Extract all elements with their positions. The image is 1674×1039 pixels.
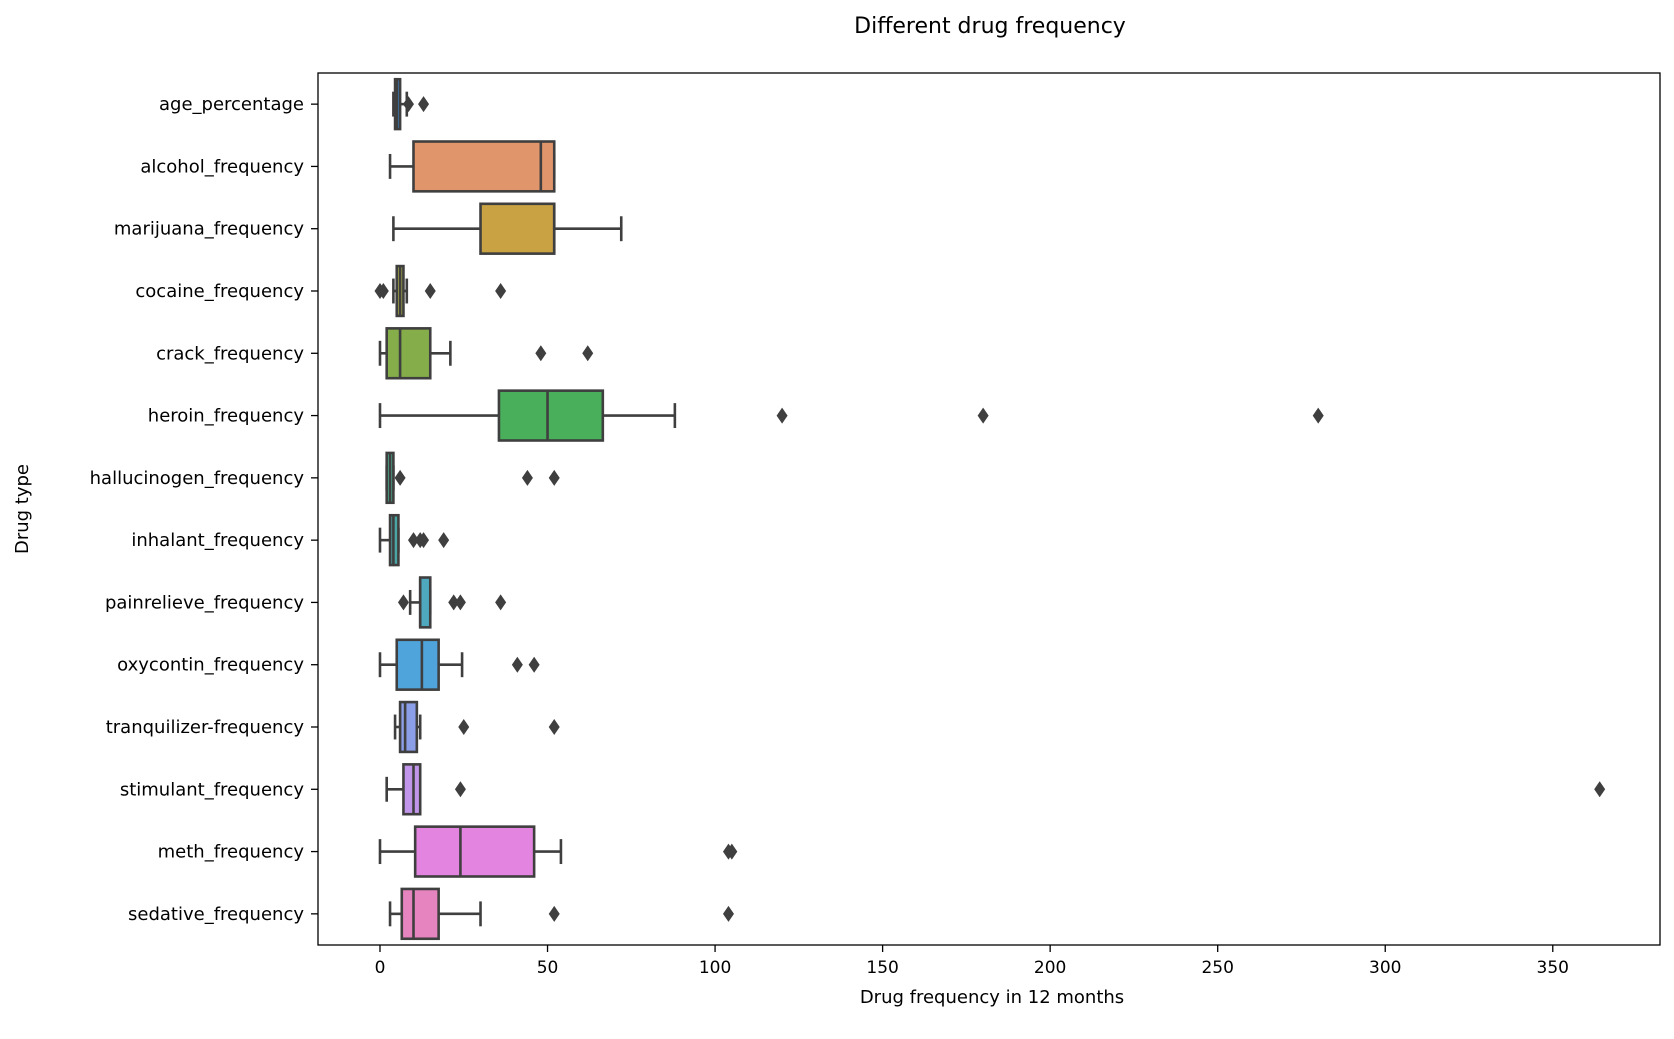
x-tick-label: 300 — [1369, 958, 1401, 978]
outlier-point — [454, 781, 466, 798]
outlier-point — [548, 719, 560, 735]
x-axis: 0 50 100 150 200 250 300 350 — [375, 945, 1569, 978]
y-tick-label: alcohol_frequency — [140, 156, 304, 177]
x-tick-label: 350 — [1537, 958, 1569, 978]
y-tick-label: age_percentage — [159, 94, 304, 115]
chart-marks — [374, 77, 1606, 941]
box-heroin_frequency — [378, 389, 1324, 442]
y-tick-label: hallucinogen_frequency — [90, 468, 305, 489]
box-iqr — [413, 825, 536, 878]
outlier-point — [402, 96, 414, 113]
outlier-point — [495, 594, 507, 611]
outlier-point — [535, 345, 547, 362]
outlier-point — [454, 594, 466, 611]
x-tick-label: 250 — [1201, 958, 1233, 978]
outlier-point — [438, 532, 450, 549]
outlier-point — [722, 905, 734, 922]
y-tick-label: painrelieve_frequency — [105, 592, 304, 613]
y-tick-label: oxycontin_frequency — [117, 655, 304, 676]
box-stimulant_frequency — [385, 763, 1606, 816]
chart-title: Different drug frequency — [854, 14, 1126, 39]
outlier-point — [377, 283, 389, 299]
y-tick-label: stimulant_frequency — [120, 779, 305, 800]
box-inhalant_frequency — [378, 513, 450, 567]
outlier-point — [977, 407, 989, 424]
y-tick-label: cocaine_frequency — [135, 281, 304, 302]
y-tick-label: tranquilizer-frequency — [106, 717, 305, 738]
box-iqr — [418, 576, 432, 629]
outlier-point — [495, 283, 507, 299]
box-crack_frequency — [378, 327, 594, 380]
outlier-point — [521, 469, 533, 486]
box-painrelieve_frequency — [397, 576, 507, 629]
outlier-point — [1312, 407, 1324, 424]
outlier-point — [394, 469, 406, 486]
box-marijuana_frequency — [392, 202, 623, 255]
box-iqr — [398, 700, 419, 754]
y-tick-label: marijuana_frequency — [114, 219, 304, 240]
outlier-point — [548, 905, 560, 922]
outlier-point — [424, 283, 436, 299]
outlier-point — [397, 594, 409, 611]
box-oxycontin_frequency — [378, 638, 540, 691]
y-tick-label: crack_frequency — [156, 343, 304, 364]
box-meth_frequency — [378, 825, 738, 878]
box-iqr — [412, 140, 556, 193]
y-tick-label: inhalant_frequency — [131, 530, 304, 551]
outlier-point — [726, 843, 738, 860]
outlier-point — [528, 656, 540, 673]
box-sedative_frequency — [388, 887, 734, 941]
outlier-point — [458, 719, 470, 735]
outlier-point — [548, 469, 560, 486]
outlier-point — [418, 96, 430, 113]
box-iqr — [479, 202, 556, 255]
box-alcohol_frequency — [388, 140, 556, 193]
x-tick-label: 0 — [375, 958, 386, 978]
y-tick-label: sedative_frequency — [128, 904, 304, 925]
plot-frame — [317, 72, 1661, 946]
x-tick-label: 50 — [537, 958, 559, 978]
box-iqr — [402, 763, 422, 816]
outlier-point — [776, 407, 788, 424]
box-iqr — [400, 887, 440, 941]
outlier-point — [511, 656, 523, 673]
outlier-point — [407, 532, 419, 549]
box-cocaine_frequency — [374, 264, 507, 318]
y-axis: age_percentage alcohol_frequency marijuana… — [90, 94, 318, 925]
y-axis-label: Drug type — [12, 464, 33, 554]
box-iqr — [395, 638, 440, 691]
outlier-point — [448, 594, 460, 611]
y-tick-label: heroin_frequency — [148, 406, 305, 427]
x-tick-label: 200 — [1034, 958, 1066, 978]
x-tick-label: 100 — [699, 958, 731, 978]
x-axis-label: Drug frequency in 12 months — [860, 987, 1124, 1008]
outlier-point — [418, 532, 430, 549]
outlier-point — [582, 345, 594, 362]
y-tick-label: meth_frequency — [158, 842, 305, 863]
box-age_percentage — [392, 77, 430, 131]
outlier-point — [1594, 781, 1606, 798]
box-hallucinogen_frequency — [385, 451, 560, 505]
x-tick-label: 150 — [866, 958, 898, 978]
box-iqr — [497, 389, 605, 442]
box-tranquilizer-frequency — [393, 700, 560, 754]
box-iqr — [385, 327, 432, 380]
